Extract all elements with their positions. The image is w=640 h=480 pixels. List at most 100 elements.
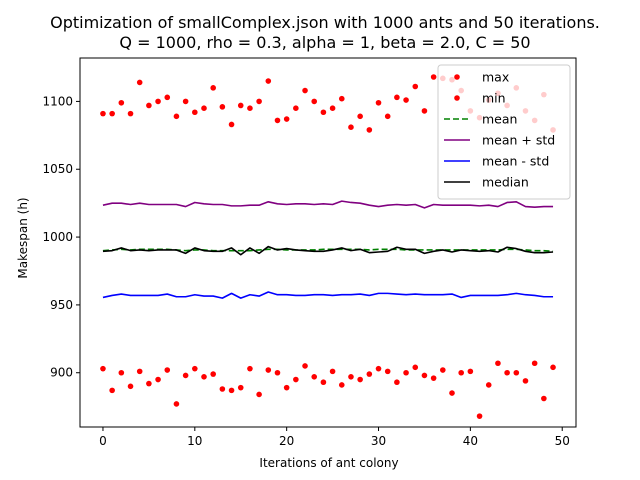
max-point	[192, 109, 198, 116]
min-point	[201, 374, 207, 380]
max-point	[421, 108, 428, 114]
min-point	[283, 384, 290, 391]
x-axis-label: Iterations of ant colony	[259, 456, 398, 470]
min-point	[146, 380, 152, 387]
max-point	[338, 95, 345, 102]
max-point	[173, 113, 180, 120]
min-point	[210, 371, 216, 377]
min-point	[192, 365, 198, 372]
legend-label-mean-minus-plus-minus-std: mean + std	[482, 133, 555, 148]
max-point	[384, 113, 391, 120]
x-tick-label: 40	[463, 434, 478, 448]
min-point	[467, 368, 474, 375]
max-point	[201, 105, 207, 111]
max-point	[412, 83, 419, 90]
min-point	[293, 376, 299, 383]
max-point	[283, 116, 290, 122]
max-point	[293, 105, 299, 111]
min-point	[513, 369, 520, 376]
max-point	[357, 113, 363, 120]
max-point	[256, 98, 262, 105]
max-point	[320, 109, 327, 116]
max-point	[403, 97, 409, 103]
axes: 0 10 20 30 40 50 900 950 1000 1050 1100	[42, 57, 577, 448]
legend-label-median: median	[482, 175, 529, 190]
min-point	[495, 360, 501, 367]
min-point	[522, 378, 529, 384]
y-axis-label: Makespan (h)	[16, 197, 30, 278]
legend-label-min: min	[482, 91, 506, 106]
min-point	[256, 391, 262, 398]
max-point	[375, 99, 382, 106]
max-point	[274, 117, 281, 124]
min-point	[320, 379, 327, 386]
min-point	[485, 382, 492, 388]
y-tick-label: 900	[50, 366, 73, 380]
min-point	[155, 376, 161, 383]
max-point	[237, 102, 244, 109]
min-point	[302, 363, 308, 369]
max-point	[228, 121, 235, 128]
min-point	[228, 387, 235, 394]
min-point	[458, 369, 464, 376]
mean-minus-plus-minus-std-line	[102, 200, 554, 209]
min-point	[274, 369, 281, 376]
min-point	[338, 382, 345, 388]
legend-marker-min	[454, 95, 460, 101]
min-point	[449, 390, 455, 396]
min-point	[182, 372, 189, 379]
max-point	[247, 105, 253, 111]
max-point	[329, 105, 336, 111]
min-point	[127, 383, 134, 390]
min-point	[265, 367, 272, 373]
min-point	[476, 413, 483, 419]
min-point	[118, 369, 125, 376]
min-point	[164, 367, 171, 373]
legend: max min mean mean + std mean - std median	[437, 64, 571, 200]
min-point	[504, 369, 510, 376]
y-tick-label: 950	[50, 298, 73, 312]
max-point	[219, 104, 226, 110]
max-point	[127, 110, 134, 117]
max-point	[182, 98, 189, 105]
min-point	[357, 376, 363, 383]
axes-frame	[79, 57, 577, 428]
min-point	[237, 384, 244, 391]
median-line	[102, 245, 554, 256]
max-point	[302, 87, 308, 94]
legend-label-max: max	[482, 70, 509, 85]
min-point	[440, 367, 446, 373]
chart-title-line-2: Q = 1000, rho = 0.3, alpha = 1, beta = 2…	[119, 33, 530, 52]
plot-area	[100, 74, 556, 419]
max-point	[265, 78, 272, 84]
min-point	[219, 386, 226, 392]
min-point	[100, 365, 106, 372]
min-point	[348, 374, 354, 380]
min-point	[173, 401, 180, 407]
y-tick-label: 1000	[42, 230, 73, 244]
x-tick-label: 20	[279, 434, 294, 448]
min-point	[109, 387, 115, 394]
max-point	[118, 99, 125, 106]
min-point	[403, 369, 409, 376]
min-point	[311, 374, 318, 380]
x-tick-label: 30	[371, 434, 386, 448]
max-point	[100, 110, 106, 117]
x-tick-label: 0	[99, 434, 107, 448]
min-point	[541, 395, 547, 402]
legend-box	[437, 64, 571, 200]
min-point	[412, 364, 419, 371]
min-point	[430, 375, 437, 381]
max-point	[109, 110, 115, 117]
max-point	[430, 74, 437, 80]
min-point	[421, 372, 428, 379]
x-tick-label: 50	[555, 434, 570, 448]
min-point	[247, 365, 253, 372]
max-point	[210, 85, 216, 91]
min-point	[531, 360, 538, 367]
min-point	[366, 371, 373, 377]
max-point	[146, 102, 152, 109]
min-point	[375, 365, 382, 372]
max-point	[136, 79, 143, 86]
